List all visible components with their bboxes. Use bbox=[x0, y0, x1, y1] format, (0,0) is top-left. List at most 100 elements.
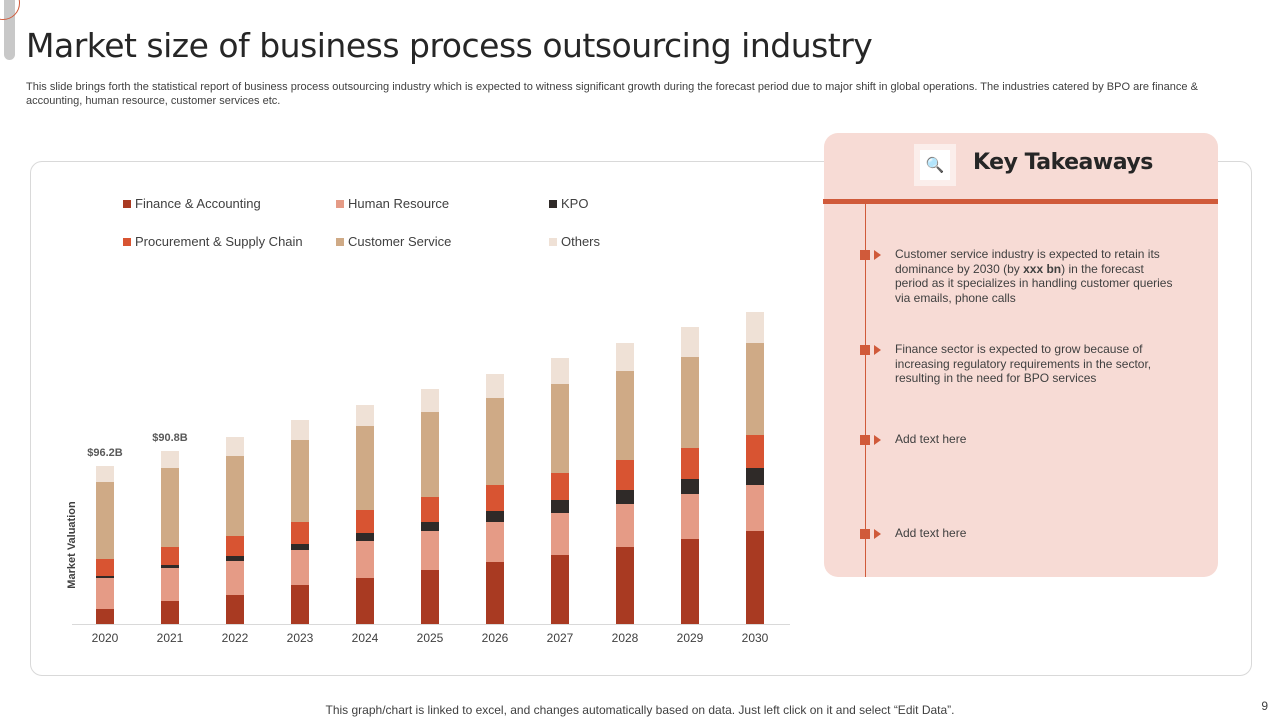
bar-segment[interactable] bbox=[291, 550, 309, 585]
bar-segment[interactable] bbox=[291, 522, 309, 544]
x-tick-label: 2030 bbox=[742, 631, 769, 645]
legend-item: Customer Service bbox=[336, 234, 451, 249]
bar-segment[interactable] bbox=[96, 559, 114, 576]
bar-segment[interactable] bbox=[96, 609, 114, 624]
bar-segment[interactable] bbox=[421, 497, 439, 522]
bar-segment[interactable] bbox=[616, 371, 634, 460]
bar-segment[interactable] bbox=[746, 468, 764, 485]
bar-segment[interactable] bbox=[616, 490, 634, 504]
chart-frame[interactable] bbox=[30, 161, 1252, 676]
legend-label: Customer Service bbox=[348, 234, 452, 249]
bar-segment[interactable] bbox=[421, 570, 439, 624]
bar-segment[interactable] bbox=[421, 531, 439, 570]
bar-segment[interactable] bbox=[226, 536, 244, 556]
magnifier-bug-icon: 🔍 bbox=[920, 150, 950, 180]
bar-segment[interactable] bbox=[226, 556, 244, 561]
legend-swatch bbox=[123, 237, 131, 246]
bar-segment[interactable] bbox=[746, 435, 764, 468]
bar-segment[interactable] bbox=[616, 343, 634, 371]
bar-segment[interactable] bbox=[161, 601, 179, 624]
triangle-arrow-icon bbox=[874, 435, 881, 445]
takeaway-item: Finance sector is expected to grow becau… bbox=[860, 342, 1175, 386]
bar-segment[interactable] bbox=[681, 539, 699, 624]
legend-swatch bbox=[549, 237, 557, 246]
x-tick-label: 2028 bbox=[612, 631, 639, 645]
x-tick-label: 2025 bbox=[417, 631, 444, 645]
bar-segment[interactable] bbox=[486, 485, 504, 511]
bar-segment[interactable] bbox=[356, 533, 374, 541]
key-takeaways-panel: 🔍 Key Takeaways Customer service industr… bbox=[823, 133, 1218, 577]
bar-segment[interactable] bbox=[226, 456, 244, 536]
bar-segment[interactable] bbox=[681, 357, 699, 448]
bar-segment[interactable] bbox=[486, 374, 504, 398]
bar-segment[interactable] bbox=[161, 565, 179, 568]
legend-label: KPO bbox=[561, 196, 589, 211]
bar-segment[interactable] bbox=[356, 541, 374, 578]
x-tick-label: 2027 bbox=[547, 631, 574, 645]
bar-segment[interactable] bbox=[226, 561, 244, 595]
x-tick-label: 2029 bbox=[677, 631, 704, 645]
legend-swatch bbox=[336, 199, 344, 208]
bar-segment[interactable] bbox=[226, 595, 244, 624]
legend-label: Procurement & Supply Chain bbox=[135, 234, 303, 249]
bar-segment[interactable] bbox=[96, 578, 114, 609]
legend-label: Finance & Accounting bbox=[135, 196, 261, 211]
triangle-arrow-icon bbox=[874, 250, 881, 260]
takeaway-text: Add text here bbox=[895, 432, 967, 446]
bar-segment[interactable] bbox=[161, 547, 179, 565]
legend-item: Finance & Accounting bbox=[123, 196, 261, 211]
bar-segment[interactable] bbox=[551, 555, 569, 624]
bar-segment[interactable] bbox=[486, 562, 504, 624]
bar-segment[interactable] bbox=[291, 544, 309, 550]
bar-segment[interactable] bbox=[551, 500, 569, 513]
bar-segment[interactable] bbox=[291, 440, 309, 522]
bar-segment[interactable] bbox=[681, 327, 699, 357]
bar-segment[interactable] bbox=[421, 522, 439, 531]
bar-segment[interactable] bbox=[356, 510, 374, 533]
bar-segment[interactable] bbox=[291, 585, 309, 624]
takeaways-icon-box: 🔍 bbox=[914, 144, 956, 186]
bar-segment[interactable] bbox=[356, 405, 374, 426]
bar-segment[interactable] bbox=[746, 485, 764, 531]
scrollbar-handle[interactable] bbox=[4, 0, 15, 60]
bar-segment[interactable] bbox=[551, 384, 569, 473]
bar-segment[interactable] bbox=[551, 358, 569, 384]
data-label: $96.2B bbox=[87, 447, 123, 459]
bar-segment[interactable] bbox=[551, 513, 569, 555]
bar-segment[interactable] bbox=[161, 468, 179, 547]
bar-segment[interactable] bbox=[486, 398, 504, 485]
bar-segment[interactable] bbox=[96, 576, 114, 578]
bar-segment[interactable] bbox=[681, 448, 699, 479]
y-axis-label: Market Valuation bbox=[66, 501, 78, 589]
x-tick-label: 2021 bbox=[157, 631, 184, 645]
legend-swatch bbox=[123, 199, 131, 208]
bar-segment[interactable] bbox=[161, 568, 179, 601]
bar-segment[interactable] bbox=[421, 389, 439, 412]
bar-segment[interactable] bbox=[616, 504, 634, 547]
bar-segment[interactable] bbox=[616, 460, 634, 490]
bar-segment[interactable] bbox=[746, 312, 764, 343]
bar-segment[interactable] bbox=[551, 473, 569, 500]
bar-segment[interactable] bbox=[96, 466, 114, 482]
takeaway-text: Finance sector is expected to grow becau… bbox=[895, 342, 1152, 385]
bar-segment[interactable] bbox=[356, 578, 374, 624]
bar-segment[interactable] bbox=[486, 511, 504, 522]
bar-segment[interactable] bbox=[356, 426, 374, 510]
page-subtitle: This slide brings forth the statistical … bbox=[26, 81, 1198, 107]
legend-label: Others bbox=[561, 234, 601, 249]
bar-segment[interactable] bbox=[226, 437, 244, 456]
bar-segment[interactable] bbox=[616, 547, 634, 624]
bar-segment[interactable] bbox=[486, 522, 504, 562]
bar-segment[interactable] bbox=[681, 479, 699, 494]
bar-segment[interactable] bbox=[681, 494, 699, 539]
triangle-arrow-icon bbox=[874, 529, 881, 539]
bar-segment[interactable] bbox=[746, 343, 764, 435]
bar-segment[interactable] bbox=[96, 482, 114, 559]
x-tick-label: 2022 bbox=[222, 631, 249, 645]
bar-segment[interactable] bbox=[161, 451, 179, 468]
takeaway-text: Customer service industry is expected to… bbox=[895, 247, 1173, 305]
bar-segment[interactable] bbox=[421, 412, 439, 497]
bar-segment[interactable] bbox=[746, 531, 764, 624]
bar-segment[interactable] bbox=[291, 420, 309, 440]
